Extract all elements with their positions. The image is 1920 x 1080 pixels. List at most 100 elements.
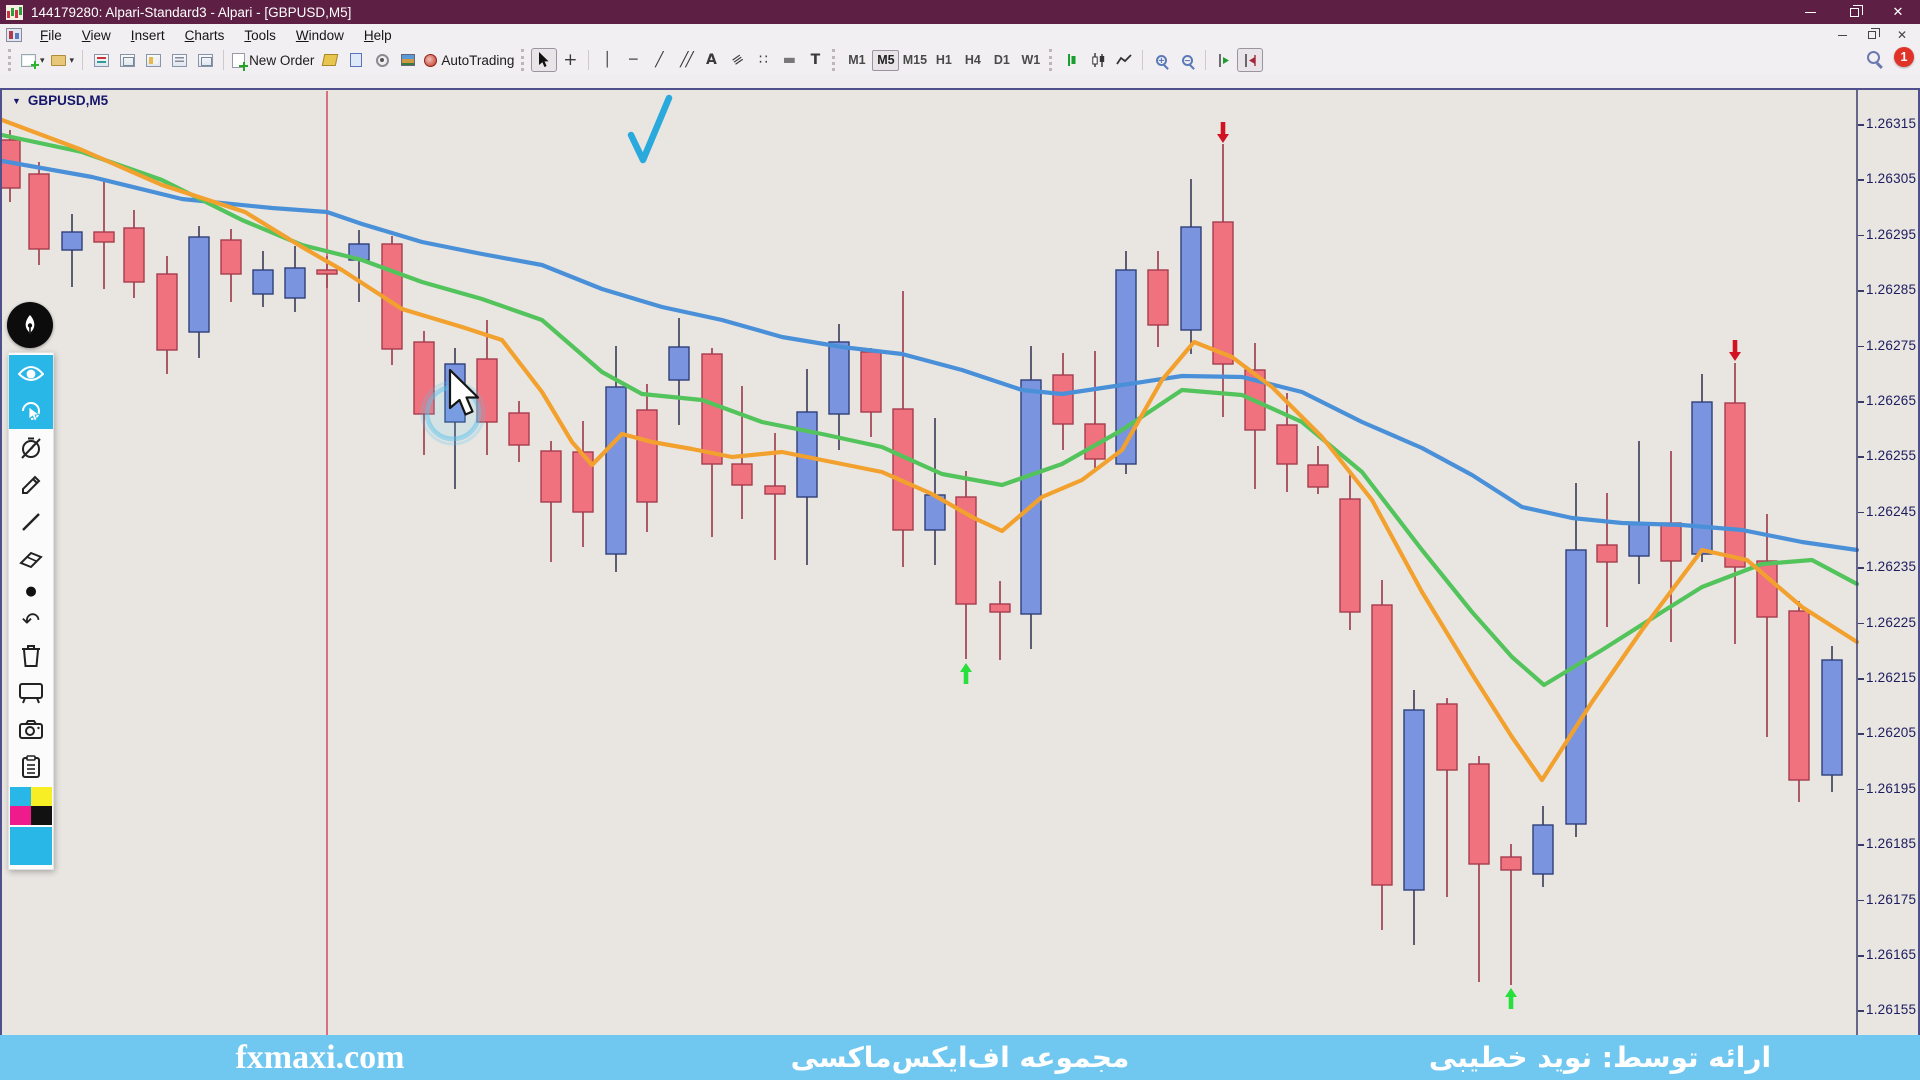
menu-file[interactable]: File bbox=[40, 27, 62, 43]
script-button[interactable] bbox=[343, 48, 369, 72]
eraser-tool-button[interactable] bbox=[9, 540, 53, 577]
candlestick-chart[interactable] bbox=[2, 90, 1920, 1035]
strategy-tester-icon bbox=[197, 53, 213, 67]
menu-tools[interactable]: Tools bbox=[244, 27, 276, 43]
new-order-button[interactable]: New Order bbox=[229, 48, 317, 72]
candle-body-down bbox=[1436, 703, 1458, 771]
shapes-tool-button[interactable]: ▬ bbox=[776, 48, 802, 72]
color-swatch-yellow[interactable] bbox=[31, 787, 52, 806]
buy-signal-arrow bbox=[960, 663, 972, 684]
cursor-tool-button[interactable] bbox=[531, 48, 558, 72]
price-axis-label: 1.26225 bbox=[1857, 614, 1917, 630]
candle-body-down bbox=[701, 353, 723, 465]
visibility-toggle-button[interactable] bbox=[9, 355, 53, 392]
timeframe-m1-button[interactable]: M1 bbox=[848, 53, 866, 67]
vertical-line-tool-button[interactable]: │ bbox=[594, 48, 620, 72]
strategy-tester-button[interactable] bbox=[192, 48, 218, 72]
trendline-tool-button[interactable]: ╱ bbox=[646, 48, 672, 72]
new-chart-button[interactable]: ▾ bbox=[18, 48, 48, 72]
child-close-button[interactable]: ✕ bbox=[1894, 28, 1910, 42]
toolbar-drag-handle[interactable] bbox=[8, 49, 14, 71]
vertical-line-icon: │ bbox=[603, 52, 612, 68]
market-watch-button[interactable] bbox=[88, 48, 114, 72]
zoom-out-button[interactable]: − bbox=[1174, 48, 1200, 72]
label-tool-button[interactable]: T bbox=[802, 48, 828, 72]
navigator-button[interactable] bbox=[140, 48, 166, 72]
chart-shift-button[interactable] bbox=[1237, 48, 1264, 72]
clear-all-button[interactable] bbox=[9, 637, 53, 674]
script-icon bbox=[350, 53, 363, 67]
menu-help[interactable]: Help bbox=[363, 27, 392, 43]
data-window-button[interactable] bbox=[114, 48, 140, 72]
minimize-button[interactable] bbox=[1788, 0, 1832, 24]
horizontal-line-tool-button[interactable]: ─ bbox=[620, 48, 646, 72]
child-close-icon: ✕ bbox=[1896, 28, 1908, 42]
annotation-app-button[interactable] bbox=[7, 302, 53, 348]
candle-body-up bbox=[1020, 379, 1042, 615]
profiles-button[interactable]: ▾ bbox=[48, 48, 78, 72]
fibonacci-tool-button[interactable]: ≡ bbox=[724, 48, 750, 72]
timeframe-d1-button[interactable]: D1 bbox=[993, 53, 1010, 67]
candle-body-up bbox=[61, 231, 83, 251]
price-axis-label: 1.26185 bbox=[1857, 836, 1917, 852]
candlestick-type-button[interactable] bbox=[1085, 48, 1111, 72]
timeframe-h1-button[interactable]: H1 bbox=[935, 53, 952, 67]
channel-tool-button[interactable]: ╱╱ bbox=[672, 48, 698, 72]
arrows-tool-button[interactable]: ∷ bbox=[750, 48, 776, 72]
child-restore-button[interactable] bbox=[1864, 28, 1880, 42]
color-swatch-cyan[interactable] bbox=[10, 787, 31, 806]
timer-tool-button[interactable] bbox=[9, 429, 53, 466]
marker-tool-button[interactable] bbox=[9, 466, 53, 503]
color-swatch-black[interactable] bbox=[31, 806, 52, 825]
timeframe-m15-button[interactable]: M15 bbox=[902, 53, 928, 67]
eraser-icon bbox=[19, 551, 43, 568]
terminal-button[interactable] bbox=[166, 48, 192, 72]
line-tool-button[interactable] bbox=[9, 503, 53, 540]
price-axis-label: 1.26245 bbox=[1857, 503, 1917, 519]
whiteboard-button[interactable] bbox=[9, 674, 53, 711]
layers-button[interactable] bbox=[395, 48, 421, 72]
zoom-in-button[interactable]: + bbox=[1148, 48, 1174, 72]
menu-view[interactable]: View bbox=[81, 27, 111, 43]
toolbar-drag-handle[interactable] bbox=[1049, 49, 1055, 71]
current-color-swatch[interactable] bbox=[10, 827, 52, 865]
price-axis-label: 1.26165 bbox=[1857, 947, 1917, 962]
metaeditor-button[interactable] bbox=[317, 48, 343, 72]
brush-size-button[interactable]: ● bbox=[9, 577, 53, 605]
click-through-toggle-button[interactable] bbox=[9, 392, 53, 429]
candle-body-down bbox=[316, 269, 338, 275]
timeframe-w1-button[interactable]: W1 bbox=[1021, 53, 1041, 67]
line-chart-type-button[interactable] bbox=[1111, 48, 1137, 72]
chart-area[interactable]: ▼ GBPUSD,M5 1.26315 1.26305 1.26295 1.26285… bbox=[0, 88, 1920, 1035]
autotrading-button[interactable]: AutoTrading bbox=[421, 48, 517, 72]
candle-body-down bbox=[1052, 374, 1074, 425]
auto-scroll-button[interactable] bbox=[1211, 48, 1237, 72]
timeframe-h4-button[interactable]: H4 bbox=[964, 53, 981, 67]
close-button[interactable]: ✕ bbox=[1876, 0, 1920, 24]
menu-window[interactable]: Window bbox=[295, 27, 344, 43]
menu-charts[interactable]: Charts bbox=[184, 27, 225, 43]
crosshair-tool-button[interactable]: + bbox=[557, 48, 583, 72]
candle-body-up bbox=[1403, 709, 1425, 891]
undo-button[interactable]: ↶ bbox=[9, 605, 53, 637]
bar-chart-type-button[interactable] bbox=[1059, 48, 1085, 72]
metaeditor-icon bbox=[322, 54, 339, 66]
chart-symbol-tab[interactable]: ▼ GBPUSD,M5 bbox=[12, 93, 108, 108]
search-icon[interactable] bbox=[1867, 50, 1880, 64]
child-restore-icon bbox=[1868, 28, 1880, 39]
timeframe-m5-button[interactable]: M5 bbox=[872, 49, 900, 71]
toolbar-drag-handle[interactable] bbox=[521, 49, 527, 71]
screenshot-button[interactable] bbox=[9, 711, 53, 748]
child-minimize-button[interactable] bbox=[1834, 28, 1850, 42]
text-tool-button[interactable]: A bbox=[698, 48, 724, 72]
horizontal-line-icon: ─ bbox=[629, 52, 638, 68]
window-right-border bbox=[1918, 90, 1920, 1035]
toolbar-drag-handle[interactable] bbox=[832, 49, 838, 71]
restore-button[interactable] bbox=[1832, 0, 1876, 24]
optimization-button[interactable] bbox=[369, 48, 395, 72]
menu-insert[interactable]: Insert bbox=[130, 27, 165, 43]
clipboard-button[interactable] bbox=[9, 748, 53, 785]
notification-badge[interactable]: 1 bbox=[1894, 47, 1914, 67]
color-swatch-magenta[interactable] bbox=[10, 806, 31, 825]
pen-logo-icon bbox=[25, 315, 35, 334]
